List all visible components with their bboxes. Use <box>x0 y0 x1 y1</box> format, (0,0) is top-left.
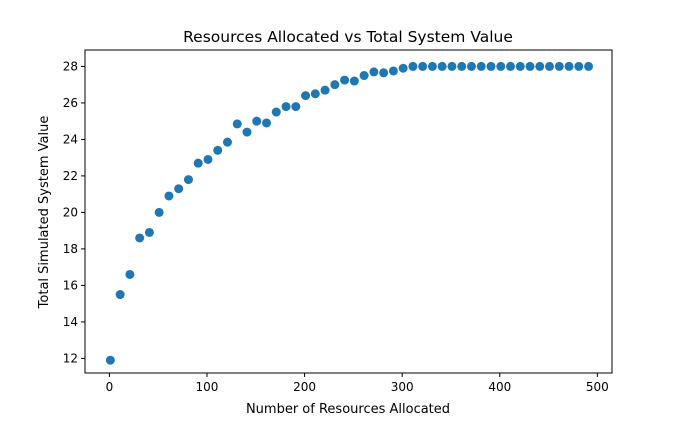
data-point <box>359 71 369 81</box>
x-axis-label: Number of Resources Allocated <box>246 402 450 417</box>
x-tick-label: 200 <box>293 380 316 394</box>
data-point <box>330 80 340 90</box>
data-point <box>525 61 535 71</box>
x-tick-label: 0 <box>106 380 114 394</box>
y-tick-label: 26 <box>63 96 78 110</box>
data-point <box>281 102 291 112</box>
data-point <box>222 137 232 147</box>
data-point <box>408 61 418 71</box>
data-point <box>418 61 428 71</box>
data-point <box>135 233 145 243</box>
data-point <box>515 61 525 71</box>
data-point <box>154 207 164 217</box>
data-point <box>564 61 574 71</box>
data-point <box>466 61 476 71</box>
data-point <box>398 63 408 73</box>
data-point <box>213 145 223 155</box>
data-series <box>105 61 594 365</box>
data-point <box>476 61 486 71</box>
data-point <box>535 61 545 71</box>
data-point <box>388 66 398 76</box>
data-point <box>144 227 154 237</box>
data-point <box>447 61 457 71</box>
y-tick-label: 18 <box>63 242 78 256</box>
data-point <box>125 269 135 279</box>
data-point <box>506 61 516 71</box>
y-tick-label: 22 <box>63 169 78 183</box>
data-point <box>174 184 184 194</box>
data-point <box>203 154 213 164</box>
data-point <box>379 68 389 78</box>
data-point <box>262 118 272 128</box>
data-point <box>496 61 506 71</box>
data-point <box>340 75 350 85</box>
data-point <box>105 355 115 365</box>
x-tick-label: 500 <box>586 380 609 394</box>
data-point <box>574 61 584 71</box>
data-point <box>349 76 359 86</box>
y-tick-label: 12 <box>63 351 78 365</box>
y-tick-label: 20 <box>63 205 78 219</box>
plot-area <box>84 49 613 374</box>
data-point <box>584 61 594 71</box>
chart-title: Resources Allocated vs Total System Valu… <box>183 28 513 46</box>
data-point <box>437 61 447 71</box>
data-point <box>164 191 174 201</box>
data-point <box>232 119 242 129</box>
y-axis-label: Total Simulated System Value <box>37 116 52 310</box>
y-tick-label: 24 <box>63 132 78 146</box>
data-point <box>301 91 311 101</box>
data-point <box>252 116 262 126</box>
y-tick-label: 16 <box>63 278 78 292</box>
x-axis: 0 100 200 300 400 500 <box>106 373 609 394</box>
data-point <box>242 127 252 137</box>
data-point <box>457 61 467 71</box>
data-point <box>291 102 301 112</box>
data-point <box>271 107 281 117</box>
y-tick-label: 14 <box>63 315 78 329</box>
data-point <box>115 290 125 300</box>
data-point <box>554 61 564 71</box>
data-point <box>193 158 203 168</box>
y-axis: 12 14 16 18 20 22 24 26 28 <box>63 59 85 365</box>
x-tick-label: 400 <box>488 380 511 394</box>
data-point <box>545 61 555 71</box>
data-point <box>369 67 379 77</box>
data-point <box>427 61 437 71</box>
data-point <box>183 175 193 185</box>
x-tick-label: 300 <box>391 380 414 394</box>
data-point <box>310 89 320 99</box>
data-point <box>486 61 496 71</box>
data-point <box>320 85 330 95</box>
y-tick-label: 28 <box>63 59 78 73</box>
x-tick-label: 100 <box>196 380 219 394</box>
